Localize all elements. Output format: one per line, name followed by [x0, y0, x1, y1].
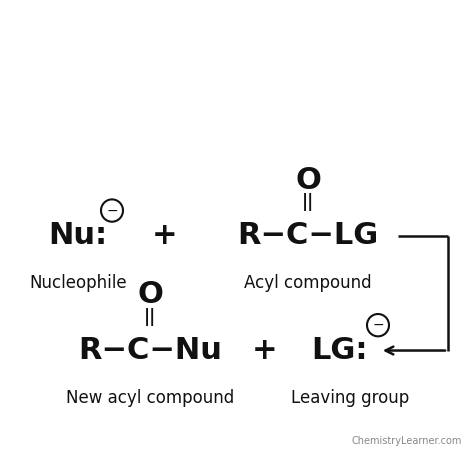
Text: New acyl compound: New acyl compound — [66, 389, 234, 407]
Text: ChemistryLearner.com: ChemistryLearner.com — [352, 436, 462, 446]
Text: Leaving group: Leaving group — [291, 389, 409, 407]
Text: ||: || — [144, 308, 156, 326]
Text: R−C−Nu: R−C−Nu — [78, 336, 222, 365]
Text: +: + — [152, 222, 178, 251]
Text: −: − — [372, 318, 384, 332]
Text: O: O — [137, 280, 163, 309]
Text: Nucleophilic Acyl: Nucleophilic Acyl — [57, 27, 417, 63]
Text: +: + — [252, 336, 278, 365]
Text: Acyl compound: Acyl compound — [244, 275, 372, 292]
Text: R−C−LG: R−C−LG — [237, 222, 379, 251]
Text: Nu:: Nu: — [48, 222, 108, 251]
Text: Nucleophile: Nucleophile — [29, 275, 127, 292]
Text: −: − — [106, 203, 118, 217]
Text: O: O — [295, 166, 321, 195]
Text: ||: || — [302, 193, 314, 212]
Text: LG:: LG: — [312, 336, 368, 365]
Text: Substitution: Substitution — [106, 83, 368, 119]
